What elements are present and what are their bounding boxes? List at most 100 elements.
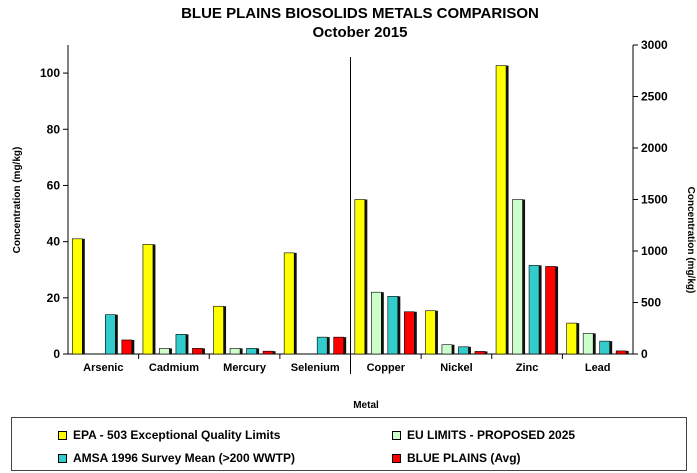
bar bbox=[105, 314, 116, 355]
y-right-tick-label: 2500 bbox=[641, 90, 668, 104]
x-category-label: Selenium bbox=[291, 362, 340, 374]
bar bbox=[246, 348, 257, 355]
bar-shadow bbox=[294, 252, 297, 354]
bar bbox=[316, 336, 328, 355]
bar-shadow bbox=[414, 311, 417, 354]
y-axis-right-label: Concentration (mg/kg) bbox=[685, 187, 696, 294]
x-category-label: Lead bbox=[585, 362, 611, 374]
bar-shadow bbox=[240, 348, 243, 354]
bar-shadow bbox=[609, 341, 613, 354]
bar-shadow bbox=[364, 199, 368, 354]
x-category-label: Copper bbox=[367, 362, 406, 374]
y-right-tick-label: 1500 bbox=[641, 193, 668, 207]
x-category-label: Arsenic bbox=[83, 362, 123, 374]
y-left-tick-label: 0 bbox=[53, 347, 60, 361]
bar bbox=[458, 346, 469, 355]
legend-label-eu: EU LIMITS - PROPOSED 2025 bbox=[407, 428, 576, 442]
bar bbox=[333, 336, 344, 355]
bar-shadow bbox=[273, 351, 276, 354]
bar bbox=[192, 348, 203, 355]
bar-shadow bbox=[397, 296, 401, 354]
x-category-label: Nickel bbox=[440, 362, 472, 374]
legend-label-blue-plains: BLUE PLAINS (Avg) bbox=[407, 451, 521, 465]
y-left-tick-label: 20 bbox=[47, 291, 61, 305]
bar-shadow bbox=[522, 199, 526, 354]
bar-shadow bbox=[185, 334, 189, 354]
bar-shadow bbox=[381, 292, 384, 354]
bar bbox=[566, 322, 577, 355]
bar bbox=[599, 340, 610, 355]
bar bbox=[262, 350, 274, 355]
legend-swatch-amsa bbox=[58, 453, 67, 463]
y-axis-left-label: Concentration (mg/kg) bbox=[12, 147, 23, 254]
bar bbox=[528, 265, 540, 355]
bar-shadow bbox=[451, 344, 455, 354]
bar bbox=[425, 310, 436, 355]
legend-item-amsa: AMSA 1996 Survey Mean (>200 WWTP) bbox=[58, 451, 295, 465]
bar-shadow bbox=[327, 337, 330, 354]
bar bbox=[512, 199, 523, 355]
x-axis-label: Metal bbox=[353, 400, 379, 411]
bar-shadow bbox=[115, 314, 118, 354]
bar-shadow bbox=[202, 348, 205, 354]
y-left-tick-label: 40 bbox=[47, 235, 61, 249]
x-category-label: Cadmium bbox=[149, 362, 199, 374]
chart: BLUE PLAINS BIOSOLIDS METALS COMPARISON … bbox=[12, 5, 696, 411]
bar bbox=[229, 348, 241, 355]
legend: EPA - 503 Exceptional Quality Limits EU … bbox=[11, 417, 687, 471]
x-category-label: Mercury bbox=[223, 362, 267, 374]
bar bbox=[283, 252, 295, 355]
bar bbox=[213, 305, 224, 355]
chart-title: BLUE PLAINS BIOSOLIDS METALS COMPARISON bbox=[181, 5, 539, 22]
bar bbox=[175, 334, 187, 355]
bar bbox=[371, 291, 382, 355]
bar-shadow bbox=[435, 310, 438, 354]
y-right-tick-label: 2000 bbox=[641, 141, 668, 155]
bar-shadow bbox=[539, 265, 542, 354]
bar-shadow bbox=[152, 244, 156, 354]
bar-shadow bbox=[82, 238, 85, 354]
legend-label-epa: EPA - 503 Exceptional Quality Limits bbox=[73, 428, 281, 442]
bar-shadow bbox=[343, 337, 347, 354]
bar bbox=[582, 333, 594, 355]
bar bbox=[404, 311, 415, 355]
bar bbox=[354, 199, 366, 355]
bar bbox=[142, 244, 154, 355]
legend-item-epa: EPA - 503 Exceptional Quality Limits bbox=[58, 428, 280, 442]
y-right-tick-label: 0 bbox=[641, 347, 648, 361]
legend-swatch-blue-plains bbox=[392, 453, 401, 463]
bar-shadow bbox=[576, 323, 580, 354]
bar-shadow bbox=[506, 65, 509, 354]
legend-item-eu: EU LIMITS - PROPOSED 2025 bbox=[392, 428, 575, 442]
bar bbox=[387, 296, 399, 355]
y-right-tick-label: 500 bbox=[641, 296, 661, 310]
bar bbox=[121, 339, 133, 355]
legend-label-amsa: AMSA 1996 Survey Mean (>200 WWTP) bbox=[73, 451, 295, 465]
bar-shadow bbox=[256, 348, 260, 354]
bar bbox=[72, 238, 83, 355]
bar bbox=[441, 344, 453, 355]
bar bbox=[495, 65, 507, 355]
y-right-tick-label: 3000 bbox=[641, 38, 668, 52]
bar-shadow bbox=[626, 350, 629, 354]
legend-swatch-epa bbox=[58, 430, 67, 440]
y-left-tick-label: 100 bbox=[40, 66, 60, 80]
y-left-tick-label: 80 bbox=[47, 122, 61, 136]
legend-item-blue-plains: BLUE PLAINS (Avg) bbox=[392, 451, 521, 465]
y-left-tick-label: 60 bbox=[47, 178, 61, 192]
bar-shadow bbox=[131, 339, 135, 354]
bar bbox=[159, 348, 170, 355]
bar bbox=[615, 350, 627, 355]
legend-swatch-eu bbox=[392, 430, 401, 440]
bar bbox=[474, 351, 486, 355]
y-right-tick-label: 1000 bbox=[641, 244, 668, 258]
bar-shadow bbox=[555, 266, 559, 354]
bar-shadow bbox=[484, 351, 488, 354]
chart-subtitle: October 2015 bbox=[312, 24, 407, 41]
x-category-label: Zinc bbox=[516, 362, 539, 374]
plot-area: 020406080100050010001500200025003000Arse… bbox=[40, 38, 668, 374]
bar-shadow bbox=[169, 348, 172, 354]
bar-shadow bbox=[468, 346, 471, 354]
bar-shadow bbox=[223, 306, 227, 354]
bar-shadow bbox=[593, 333, 596, 354]
